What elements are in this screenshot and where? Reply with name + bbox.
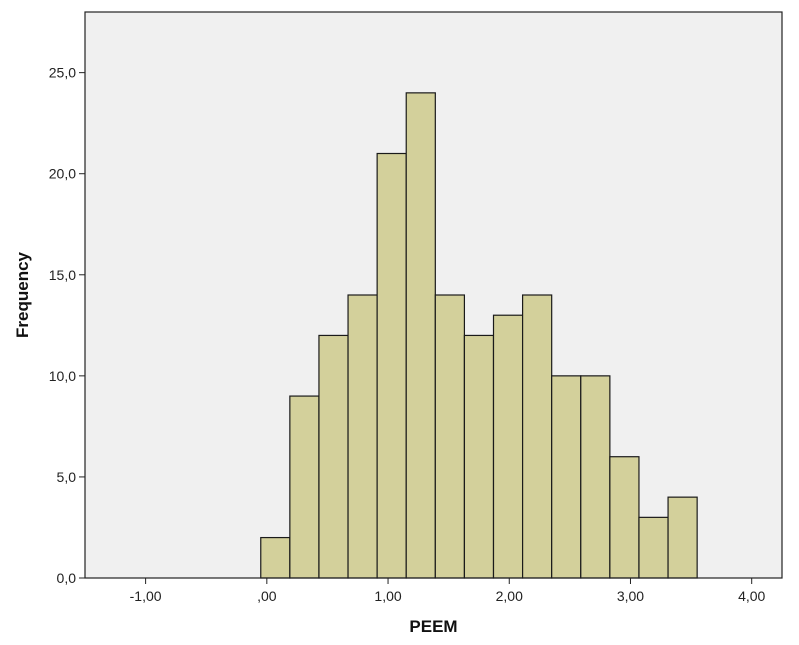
histogram-bar-8 bbox=[492, 314, 524, 579]
x-tick-label-2: 1,00 bbox=[374, 588, 401, 604]
histogram-bar-3 bbox=[347, 294, 378, 579]
histogram-bar-13 bbox=[638, 516, 669, 579]
x-tick-label-3: 2,00 bbox=[496, 588, 523, 604]
x-axis-title: PEEM bbox=[409, 617, 457, 636]
histogram-bar-6 bbox=[434, 294, 466, 579]
histogram-bar-7 bbox=[463, 334, 495, 579]
histogram-bar-1 bbox=[289, 395, 320, 579]
y-axis-title: Frequency bbox=[13, 251, 32, 338]
histogram-bar-11 bbox=[580, 375, 611, 579]
x-tick-label-4: 3,00 bbox=[617, 588, 644, 604]
histogram-bar-10 bbox=[551, 375, 582, 579]
y-tick-label-0: 0,0 bbox=[57, 570, 77, 586]
histogram-bar-12 bbox=[609, 456, 640, 579]
histogram-bar-5 bbox=[405, 92, 436, 579]
histogram-bar-2 bbox=[318, 334, 349, 579]
plot-frame bbox=[84, 11, 783, 579]
x-tick-label-0: -1,00 bbox=[130, 588, 162, 604]
x-tick-label-1: ,00 bbox=[257, 588, 277, 604]
y-tick-label-5: 25,0 bbox=[49, 65, 76, 81]
x-axis: -1,00 ,00 1,00 2,00 3,00 4,00 bbox=[130, 578, 766, 604]
histogram-bar-4 bbox=[376, 152, 407, 579]
histogram-bar-0 bbox=[260, 536, 291, 579]
histogram-bars bbox=[260, 92, 698, 579]
histogram-bar-14 bbox=[667, 496, 698, 579]
y-tick-label-3: 15,0 bbox=[49, 267, 76, 283]
x-tick-label-5: 4,00 bbox=[738, 588, 765, 604]
y-tick-label-4: 20,0 bbox=[49, 166, 76, 182]
histogram-bar-9 bbox=[521, 294, 553, 579]
y-tick-label-2: 10,0 bbox=[49, 368, 76, 384]
y-tick-label-1: 5,0 bbox=[57, 469, 77, 485]
y-axis: 0,0 5,0 10,0 15,0 20,0 25,0 bbox=[49, 65, 85, 586]
